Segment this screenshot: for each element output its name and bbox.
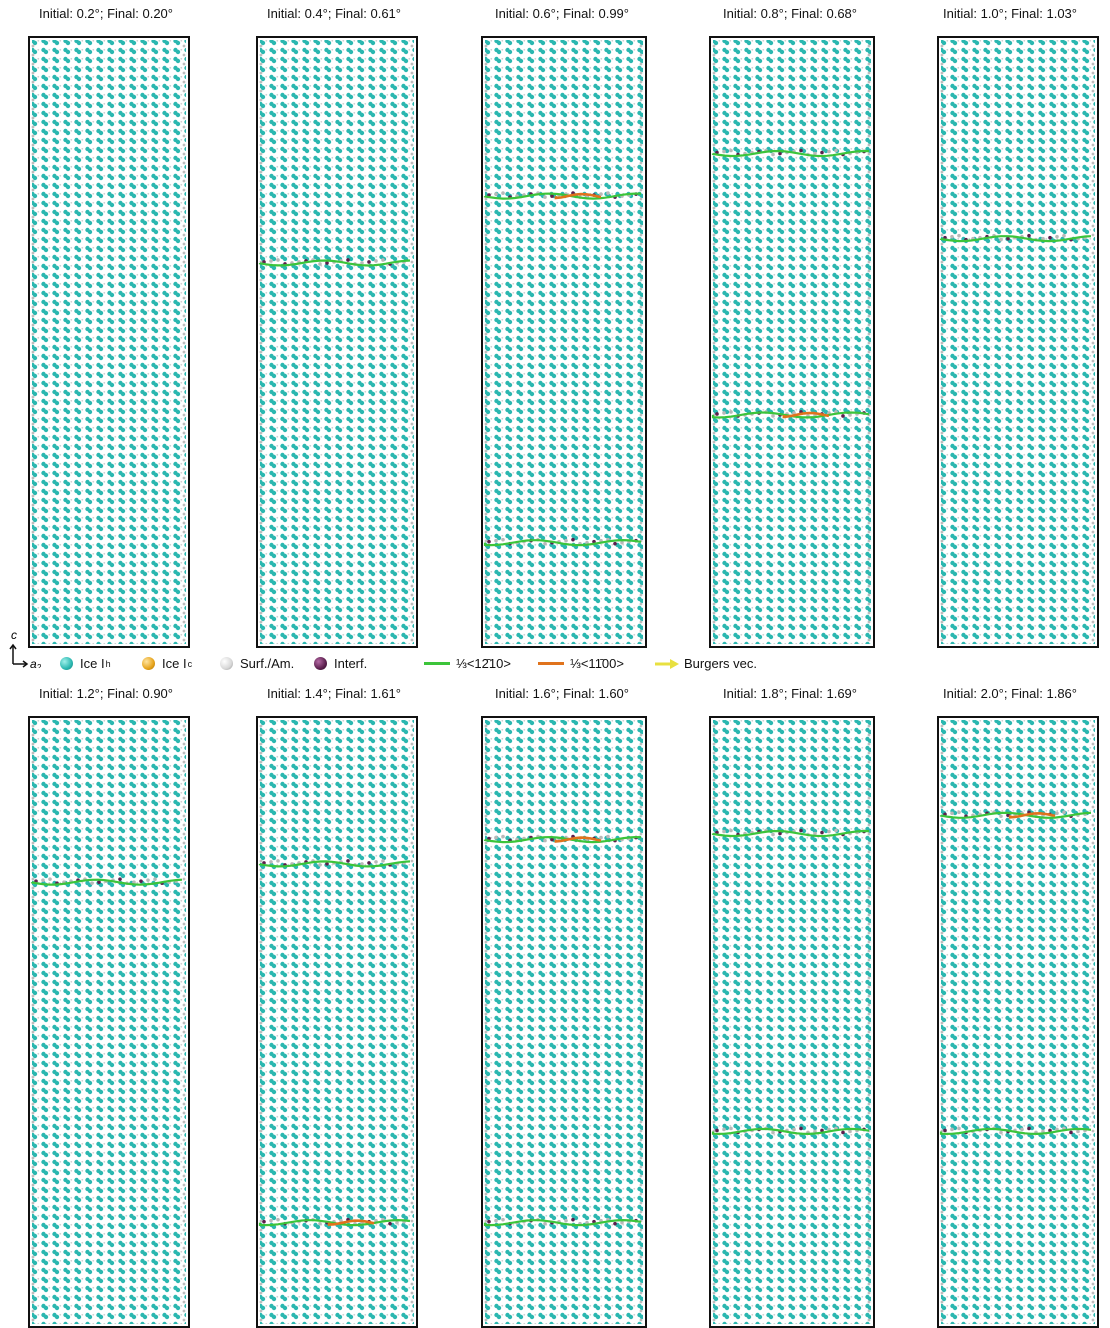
dislocation-line [711,1127,870,1136]
dislocation-line [483,1218,642,1227]
simulation-panel-5 [937,36,1099,648]
axes-icon: c a 2 [9,628,42,668]
lattice-image [939,40,1095,644]
dislocation-line [711,149,870,158]
simulation-panel-7 [256,716,418,1328]
green-line-icon [424,662,450,665]
lattice-image [939,720,1095,1324]
legend-interf: Interf. [314,656,367,671]
legend-ice-h-label: Ice I [80,656,105,671]
ice-c-icon [142,657,155,670]
axis-a-label: a [30,657,37,668]
panel-title-9: Initial: 1.8°; Final: 1.69° [723,686,857,701]
legend-interf-label: Interf. [334,656,368,671]
panel-title-4: Initial: 0.8°; Final: 0.68° [723,6,857,21]
legend-line-1100: ⅓<11̄00> [538,656,624,671]
dislocation-line [258,259,411,267]
partial-dislocation-line [1008,811,1056,819]
lattice-image [258,720,414,1324]
legend-ice-c-label: Ice I [162,656,187,671]
lattice-image [31,40,186,644]
legend-line-1210-label: ⅓<12̄10> [456,656,511,671]
lattice-image [711,720,871,1324]
axis-a-sub: 2 [37,663,42,668]
burgers-arrow-icon [655,658,679,669]
simulation-panel-4 [709,36,875,648]
dislocation-line [258,1218,411,1227]
simulation-panel-1 [28,36,190,648]
panel-title-10: Initial: 2.0°; Final: 1.86° [943,686,1077,701]
lattice-image [483,40,643,644]
panel-title-8: Initial: 1.6°; Final: 1.60° [495,686,629,701]
partial-dislocation-line [782,411,830,419]
dislocation-line [711,829,870,838]
simulation-panel-3 [481,36,647,648]
panel-title-2: Initial: 0.4°; Final: 0.61° [267,6,401,21]
dislocation-line [483,192,642,200]
dislocation-line [939,1127,1092,1136]
legend-surf-am: Surf./Am. [220,656,294,671]
simulation-panel-2 [256,36,418,648]
simulation-panel-6 [28,716,190,1328]
dislocation-line [939,811,1092,819]
lattice-image [711,40,871,644]
dislocation-line [483,835,642,844]
interf-icon [314,657,327,670]
dislocation-line [483,538,642,547]
dislocation-line [30,878,183,886]
ice-h-icon [60,657,73,670]
surf-am-icon [220,657,233,670]
legend-line-1210: ⅓<12̄10> [424,656,511,671]
partial-dislocation-line [554,836,602,843]
panel-title-3: Initial: 0.6°; Final: 0.99° [495,6,629,21]
legend-line-1100-label: ⅓<11̄00> [570,656,624,671]
partial-dislocation-line [327,1219,375,1226]
dislocation-line [258,860,411,868]
panel-title-7: Initial: 1.4°; Final: 1.61° [267,686,401,701]
simulation-panel-8 [481,716,647,1328]
partial-dislocation-line [554,192,602,200]
axis-c-label: c [11,628,17,642]
legend-burgers-label: Burgers vec. [684,656,757,671]
simulation-panel-10 [937,716,1099,1328]
lattice-image [483,720,643,1324]
lattice-image [30,720,186,1324]
legend-surf-am-label: Surf./Am. [240,656,295,671]
panel-title-5: Initial: 1.0°; Final: 1.03° [943,6,1077,21]
panel-title-6: Initial: 1.2°; Final: 0.90° [39,686,173,701]
legend-burgers: Burgers vec. [654,656,757,671]
dislocation-line [939,235,1092,243]
simulation-panel-9 [709,716,875,1328]
lattice-image [258,40,414,644]
panel-title-1: Initial: 0.2°; Final: 0.20° [39,6,173,21]
orange-line-icon [538,662,564,665]
